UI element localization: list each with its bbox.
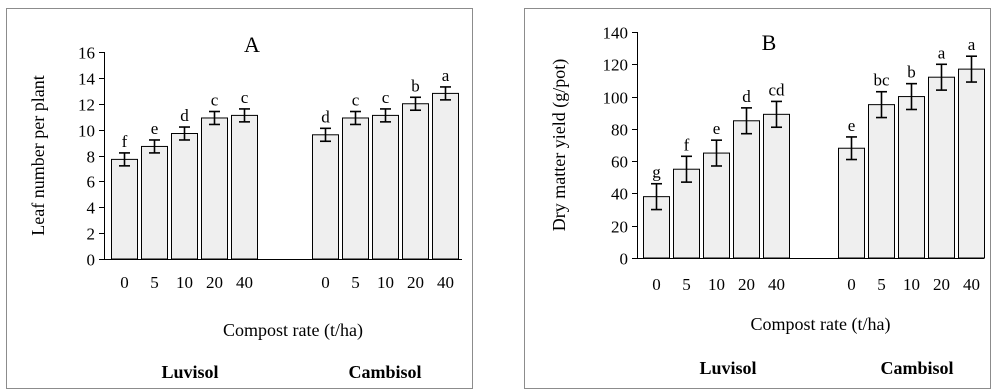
x-tick-label: 5 — [150, 273, 159, 292]
panel-title: B — [762, 30, 777, 55]
y-tick-label: 10 — [78, 122, 95, 141]
bar-cambisol-40 — [432, 92, 459, 260]
bar-luvisol-5 — [141, 145, 168, 260]
significance-letter: a — [938, 43, 946, 62]
significance-letter: c — [352, 91, 360, 110]
x-tick-label: 0 — [847, 275, 856, 294]
group-label-cambisol: Cambisol — [348, 362, 421, 382]
group-label-cambisol: Cambisol — [880, 358, 953, 378]
y-tick-label: 12 — [78, 96, 95, 115]
chart-panel-b: 0 20 40 60 80 100 120 140 g 0 f 5 e 10 d 20 cd 40 Luvisol e… — [520, 0, 995, 392]
significance-letter: bc — [873, 71, 890, 90]
bar-luvisol-0 — [111, 158, 138, 260]
bar-cambisol-5 — [342, 117, 369, 260]
significance-letter: g — [652, 163, 661, 182]
y-tick-label: 8 — [87, 148, 96, 167]
panel-title: A — [244, 32, 260, 57]
chart-b-frame — [524, 8, 991, 389]
y-tick-label: 0 — [87, 251, 96, 270]
significance-letter: d — [321, 107, 330, 126]
group-label-luvisol: Luvisol — [699, 358, 756, 378]
bar-luvisol-10 — [703, 152, 730, 259]
significance-letter: d — [180, 106, 189, 125]
x-axis-label: Compost rate (t/ha) — [751, 314, 891, 335]
y-tick-label: 0 — [620, 250, 629, 269]
y-tick-label: 60 — [611, 153, 628, 172]
y-tick-label: 6 — [87, 173, 96, 192]
x-tick-label: 10 — [377, 273, 394, 292]
y-tick-label: 4 — [87, 199, 96, 218]
significance-letter: e — [713, 119, 721, 138]
bar-cambisol-40 — [958, 68, 985, 259]
significance-letter: c — [241, 88, 249, 107]
x-tick-label: 40 — [236, 273, 253, 292]
significance-letter: b — [907, 63, 916, 82]
x-tick-label: 20 — [933, 275, 950, 294]
significance-letter: c — [382, 88, 390, 107]
x-tick-label: 20 — [407, 273, 424, 292]
x-axis-label: Compost rate (t/ha) — [223, 320, 363, 341]
bar-cambisol-10 — [898, 96, 925, 259]
x-tick-label: 5 — [682, 275, 691, 294]
chart-b-svg: 020406080100120140g0f5e10d20cd40Luvisole… — [524, 8, 991, 389]
significance-letter: f — [684, 135, 690, 154]
bar-cambisol-5 — [868, 104, 895, 259]
significance-letter: d — [742, 87, 751, 106]
y-tick-label: 140 — [603, 24, 629, 43]
x-tick-label: 0 — [120, 273, 129, 292]
x-tick-label: 40 — [437, 273, 454, 292]
x-tick-label: 0 — [652, 275, 661, 294]
x-tick-label: 20 — [206, 273, 223, 292]
y-tick-label: 2 — [87, 225, 96, 244]
bar-luvisol-20 — [201, 117, 228, 260]
y-axis-label: Leaf number per plant — [28, 75, 48, 235]
significance-letter: a — [442, 66, 450, 85]
x-tick-label: 10 — [176, 273, 193, 292]
bar-luvisol-10 — [171, 133, 198, 260]
group-label-luvisol: Luvisol — [161, 362, 218, 382]
bar-luvisol-40 — [763, 113, 790, 259]
significance-letter: e — [151, 119, 159, 138]
chart-a-svg: 0 2 4 6 8 10 12 14 16 f 0 e 5 d 10 c 20 c 40 Luvisol d 0 c 5 c 10… — [6, 8, 473, 389]
bar-cambisol-20 — [928, 76, 955, 259]
x-tick-label: 10 — [708, 275, 725, 294]
chart-a-frame — [6, 8, 473, 389]
x-tick-label: 20 — [738, 275, 755, 294]
y-tick-label: 14 — [78, 70, 96, 89]
y-tick-label: 16 — [78, 44, 95, 63]
significance-letter: f — [122, 132, 128, 151]
y-tick-label: 120 — [603, 56, 629, 75]
significance-letter: b — [411, 76, 420, 95]
x-tick-label: 5 — [351, 273, 360, 292]
bar-cambisol-10 — [372, 114, 399, 260]
significance-letter: e — [848, 116, 856, 135]
x-tick-label: 40 — [963, 275, 980, 294]
x-tick-label: 0 — [321, 273, 330, 292]
bar-luvisol-20 — [733, 120, 760, 259]
significance-letter: cd — [768, 80, 785, 99]
x-tick-label: 5 — [877, 275, 886, 294]
x-tick-label: 40 — [768, 275, 785, 294]
y-tick-label: 20 — [611, 218, 628, 237]
bar-cambisol-20 — [402, 103, 429, 260]
significance-letter: a — [968, 35, 976, 54]
bar-luvisol-40 — [231, 114, 258, 260]
x-tick-label: 10 — [903, 275, 920, 294]
significance-letter: c — [211, 91, 219, 110]
bar-cambisol-0 — [312, 134, 339, 260]
y-axis-label: Dry matter yield (g/pot) — [549, 59, 570, 231]
chart-panel-a: 0 2 4 6 8 10 12 14 16 f 0 e 5 d 10 c 20 c 40 Luvisol d 0 c 5 c 10… — [0, 0, 478, 392]
y-tick-label: 80 — [611, 121, 628, 140]
y-tick-label: 40 — [611, 185, 628, 204]
bar-cambisol-0 — [838, 147, 865, 259]
y-tick-label: 100 — [603, 89, 629, 108]
